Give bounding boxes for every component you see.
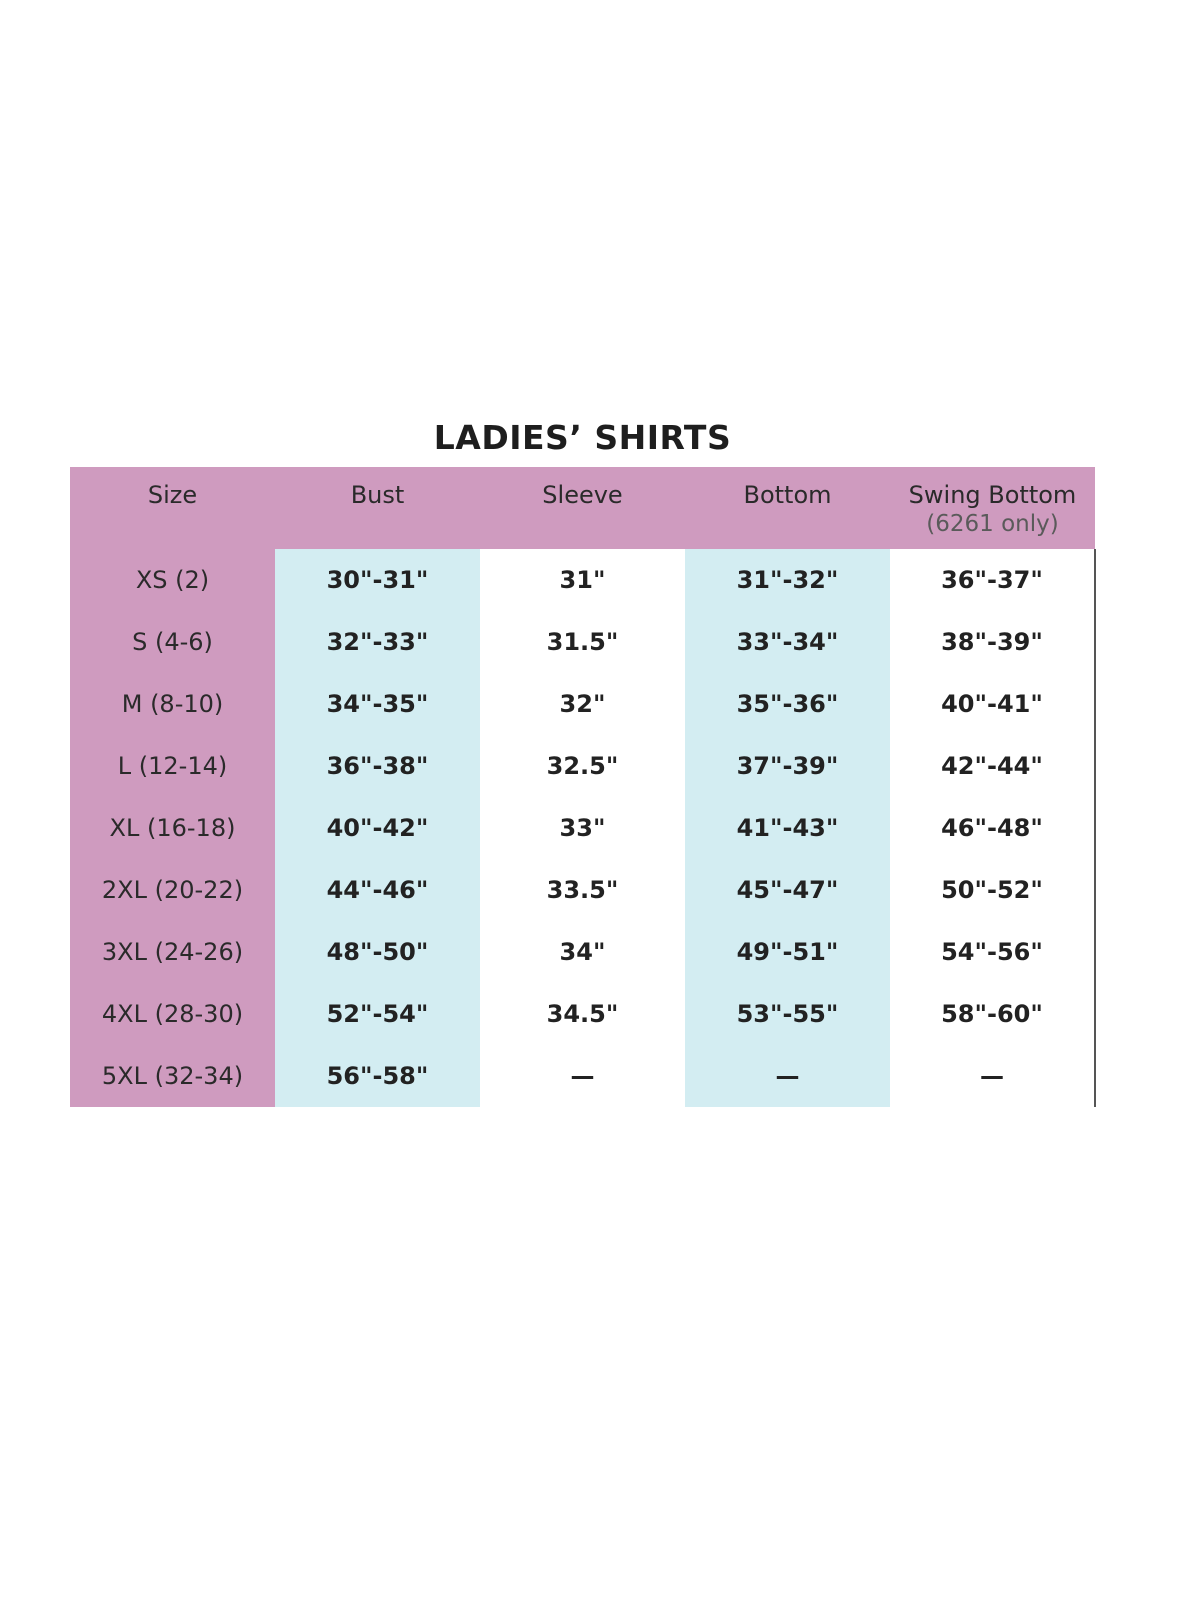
header-row: Size Bust Sleeve Bottom Swing Bottom (6261 on… <box>70 467 1095 549</box>
measurement-cell: 31" <box>559 566 606 594</box>
measurement-cell: — <box>890 1045 1096 1107</box>
measurement-cell: — <box>685 1045 890 1107</box>
size-cell: 3XL (24-26) <box>70 921 275 983</box>
measurement-cell: 30"-31" <box>275 549 480 611</box>
table-row: 3XL (24-26) 48"-50" 34" 49"-51" 54"-56" <box>70 921 1096 983</box>
column-header-bottom: Bottom <box>685 467 890 549</box>
size-cell: L (12-14) <box>70 735 275 797</box>
chart-title: LADIES’ SHIRTS <box>433 418 732 457</box>
size-cell: 2XL (20-22) <box>70 859 275 921</box>
table-row: M (8-10) 34"-35" 32" 35"-36" 40"-41" <box>70 673 1096 735</box>
column-header-label: Size <box>147 481 198 509</box>
table-row: S (4-6) 32"-33" 31.5" 33"-34" 38"-39" <box>70 611 1096 673</box>
column-header-note: (6261 only) <box>926 511 1059 537</box>
size-cell: 4XL (28-30) <box>70 983 275 1045</box>
column-header-label: Swing Bottom <box>908 481 1077 509</box>
measurement-cell: 54"-56" <box>890 921 1096 983</box>
size-cell: XS (2) <box>70 549 275 611</box>
column-header-label: Bottom <box>743 481 832 509</box>
measurement-cell: 37"-39" <box>685 735 890 797</box>
table-row: 4XL (28-30) 52"-54" 34.5" 53"-55" 58"-60" <box>70 983 1096 1045</box>
measurement-cell: 33.5" <box>546 876 619 904</box>
size-cell: M (8-10) <box>70 673 275 735</box>
measurement-cell: 34.5" <box>546 1000 619 1028</box>
measurement-cell: 32"-33" <box>275 611 480 673</box>
measurement-cell: 50"-52" <box>890 859 1096 921</box>
measurement-cell: 34" <box>559 938 606 966</box>
size-cell: 5XL (32-34) <box>70 1045 275 1107</box>
measurement-cell: 53"-55" <box>685 983 890 1045</box>
table-row: 5XL (32-34) 56"-58" — — — <box>70 1045 1096 1107</box>
column-header-label: Sleeve <box>542 481 623 509</box>
measurement-cell: — <box>570 1062 595 1090</box>
measurement-cell: 33" <box>559 814 606 842</box>
table-row: L (12-14) 36"-38" 32.5" 37"-39" 42"-44" <box>70 735 1096 797</box>
measurement-cell: 35"-36" <box>685 673 890 735</box>
measurement-cell: 40"-42" <box>275 797 480 859</box>
measurement-cell: 48"-50" <box>275 921 480 983</box>
measurement-cell: 56"-58" <box>275 1045 480 1107</box>
measurement-cell: 45"-47" <box>685 859 890 921</box>
column-header-size: Size <box>70 467 275 549</box>
measurement-cell: 36"-38" <box>275 735 480 797</box>
column-header-sleeve: Sleeve <box>480 467 685 549</box>
size-chart-table: Size Bust Sleeve Bottom Swing Bottom (6261 on… <box>70 467 1096 1107</box>
column-header-bust: Bust <box>275 467 480 549</box>
measurement-cell: 34"-35" <box>275 673 480 735</box>
measurement-cell: 58"-60" <box>890 983 1096 1045</box>
measurement-cell: 49"-51" <box>685 921 890 983</box>
measurement-cell: 33"-34" <box>685 611 890 673</box>
measurement-cell: 46"-48" <box>890 797 1096 859</box>
measurement-cell: 41"-43" <box>685 797 890 859</box>
table-row: XL (16-18) 40"-42" 33" 41"-43" 46"-48" <box>70 797 1096 859</box>
measurement-cell: 40"-41" <box>890 673 1096 735</box>
measurement-cell: 52"-54" <box>275 983 480 1045</box>
table-row: 2XL (20-22) 44"-46" 33.5" 45"-47" 50"-52" <box>70 859 1096 921</box>
measurement-cell: 31"-32" <box>685 549 890 611</box>
size-cell: S (4-6) <box>70 611 275 673</box>
size-cell: XL (16-18) <box>70 797 275 859</box>
column-header-swing-bottom: Swing Bottom (6261 only) <box>890 467 1095 549</box>
measurement-cell: 31.5" <box>546 628 619 656</box>
measurement-cell: 32" <box>559 690 606 718</box>
measurement-cell: 38"-39" <box>890 611 1096 673</box>
measurement-cell: 36"-37" <box>890 549 1096 611</box>
measurement-cell: 42"-44" <box>890 735 1096 797</box>
measurement-cell: 32.5" <box>546 752 619 780</box>
column-header-label: Bust <box>350 481 405 509</box>
table-row: XS (2) 30"-31" 31" 31"-32" 36"-37" <box>70 549 1096 611</box>
measurement-cell: 44"-46" <box>275 859 480 921</box>
